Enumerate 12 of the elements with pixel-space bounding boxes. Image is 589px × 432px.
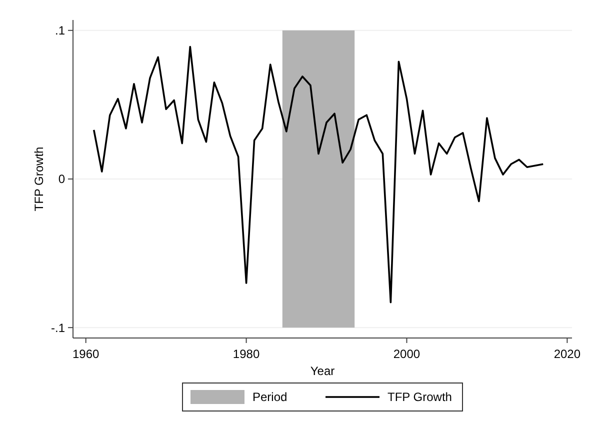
legend-label: Period bbox=[252, 390, 288, 404]
y-tick-label: -.1 bbox=[50, 320, 66, 335]
x-tick-label: 2000 bbox=[393, 347, 420, 361]
x-tick-label: 1960 bbox=[72, 347, 100, 361]
legend-label: TFP Growth bbox=[388, 390, 452, 404]
x-tick-label: 2020 bbox=[554, 347, 581, 361]
line-series bbox=[92, 46, 544, 304]
x-tick-label: 1980 bbox=[232, 347, 260, 361]
y-axis-title: TFP Growth bbox=[32, 146, 46, 212]
y-tick-label: 0 bbox=[58, 172, 66, 186]
y-tick-label: .1 bbox=[54, 24, 66, 38]
x-axis-title: Year bbox=[310, 364, 335, 378]
